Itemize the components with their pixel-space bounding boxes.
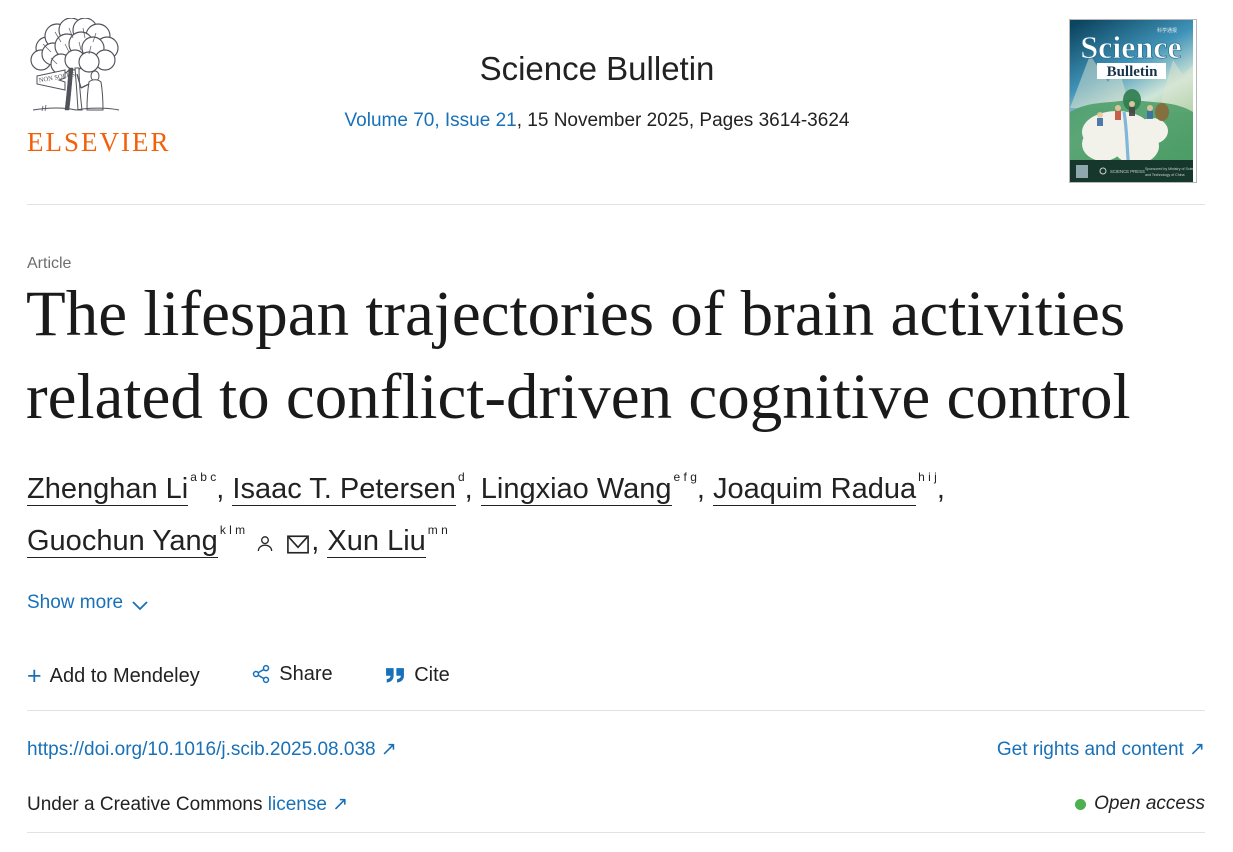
svg-text:SCIENCE PRESS: SCIENCE PRESS	[1110, 169, 1145, 174]
svg-text:and Technology of China: and Technology of China	[1145, 173, 1185, 177]
svg-text:Sponsored by Ministry of Scien: Sponsored by Ministry of Science	[1145, 167, 1193, 171]
svg-text:科学通报: 科学通报	[1157, 27, 1177, 34]
svg-text:Science: Science	[1080, 29, 1181, 65]
svg-text:Bulletin: Bulletin	[1107, 64, 1159, 80]
